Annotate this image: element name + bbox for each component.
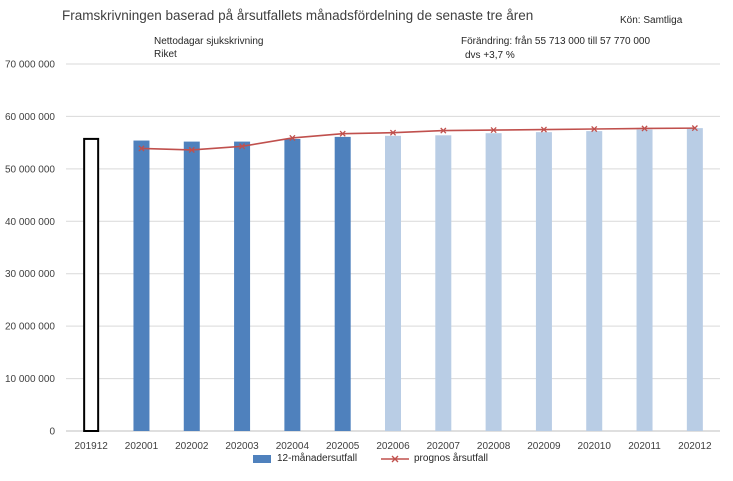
- bar: [133, 140, 150, 431]
- change-summary: Förändring: från 55 713 000 till 57 770 …: [461, 36, 651, 47]
- legend-label-line: prognos årsutfall: [414, 453, 488, 464]
- bar: [183, 141, 200, 431]
- forecast-marker: [239, 143, 246, 150]
- chart-title: Framskrivningen baserad på årsutfallets …: [62, 8, 534, 23]
- y-tick-label: 50 000 000: [5, 164, 55, 175]
- subtitle-measure: Nettodagar sjukskrivning: [154, 36, 264, 47]
- bar: [385, 135, 401, 431]
- y-tick-label: 40 000 000: [5, 217, 55, 228]
- bar: [586, 131, 603, 431]
- x-tick-label: 202002: [175, 441, 209, 452]
- forecast-marker: [691, 125, 698, 132]
- forecast-marker: [440, 127, 447, 134]
- x-tick-label: 202009: [527, 441, 561, 452]
- y-tick-label: 70 000 000: [5, 60, 55, 71]
- legend: 12-månadersutfall prognos årsutfall: [0, 453, 733, 469]
- y-tick-label: 20 000 000: [5, 322, 55, 333]
- bar: [686, 128, 703, 431]
- x-tick-label: 202004: [276, 441, 310, 452]
- forecast-marker: [389, 129, 397, 136]
- x-tick-label: 202011: [628, 441, 661, 452]
- bar: [636, 129, 653, 432]
- legend-item-bars: 12-månadersutfall: [253, 453, 357, 464]
- y-tick-label: 30 000 000: [5, 269, 55, 280]
- forecast-marker: [540, 126, 547, 133]
- bar: [284, 138, 301, 432]
- y-tick-label: 60 000 000: [5, 112, 55, 123]
- x-tick-label: 202007: [427, 441, 461, 452]
- forecast-line: [141, 127, 695, 151]
- forecast-marker: [591, 125, 598, 133]
- forecast-marker: [490, 127, 497, 134]
- subtitle-region: Riket: [154, 49, 177, 60]
- forecast-marker: [339, 130, 346, 137]
- x-tick-label: 202006: [376, 441, 410, 452]
- legend-label-bars: 12-månadersutfall: [277, 453, 358, 464]
- gender-label: Kön: Samtliga: [620, 15, 683, 26]
- y-tick-label: 10 000 000: [5, 374, 55, 385]
- x-tick-label: 201912: [74, 441, 108, 452]
- x-tick-label: 202005: [326, 441, 360, 452]
- bar: [334, 136, 351, 431]
- x-tick-label: 202003: [225, 441, 259, 452]
- forecast-marker: [641, 125, 648, 132]
- forecast-marker: [188, 146, 195, 154]
- x-tick-label: 202012: [678, 441, 712, 452]
- bar: [435, 135, 452, 431]
- legend-swatch-line: [381, 455, 409, 462]
- forecast-marker: [289, 134, 296, 141]
- bar: [485, 133, 502, 431]
- bar: [535, 132, 552, 431]
- legend-swatch-bars: [253, 454, 271, 463]
- x-tick-label: 202001: [125, 441, 159, 452]
- forecast-marker: [138, 145, 145, 152]
- change-percent: dvs +3,7 %: [465, 50, 515, 61]
- legend-item-line: prognos årsutfall: [381, 453, 488, 464]
- x-tick-label: 202008: [477, 441, 511, 452]
- bar: [234, 141, 251, 431]
- bar: [83, 137, 100, 432]
- y-tick-label: 0: [49, 427, 55, 438]
- x-tick-label: 202010: [578, 441, 612, 452]
